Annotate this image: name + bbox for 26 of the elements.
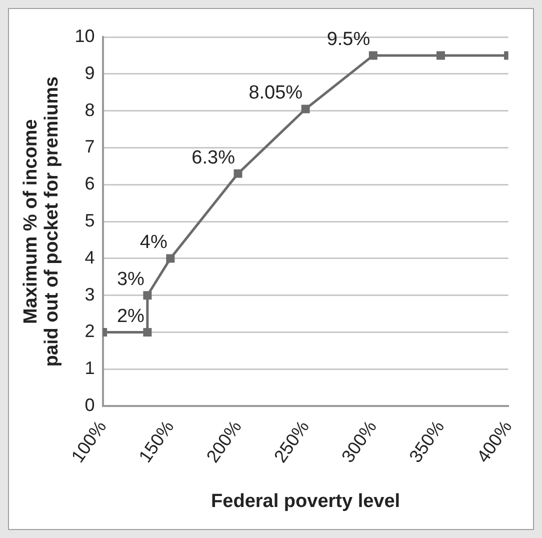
data-label: 4% — [140, 232, 168, 254]
point — [143, 328, 152, 337]
y-axis-title: Maximum % of income paid out of pocket for premiums — [20, 76, 63, 367]
point — [166, 254, 175, 263]
y-tick-label: 2 — [84, 321, 95, 342]
y-tick-label: 1 — [84, 358, 95, 378]
y-tick-label: 3 — [84, 284, 95, 304]
y-tick-label: 7 — [84, 136, 95, 157]
y-tick-label: 8 — [84, 100, 95, 120]
point — [368, 51, 378, 60]
point — [301, 104, 310, 114]
y-tick-label: 9 — [84, 62, 95, 83]
data-label: 6.3% — [192, 147, 236, 168]
y-tick-label: 5 — [84, 210, 95, 231]
data-label: 3% — [116, 269, 145, 290]
data-label: 9.5% — [326, 29, 370, 50]
point — [234, 169, 242, 178]
y-tick-label: 0 — [84, 395, 95, 416]
x-axis-title: Federal poverty level — [211, 490, 400, 512]
data-label: 2% — [116, 306, 145, 328]
data-label: 8.05% — [248, 82, 303, 104]
y-tick-label: 6 — [84, 174, 95, 194]
point — [143, 291, 152, 300]
y-tick-label: 10 — [74, 26, 95, 46]
point — [436, 51, 445, 60]
y-tick-label: 4 — [84, 247, 95, 268]
